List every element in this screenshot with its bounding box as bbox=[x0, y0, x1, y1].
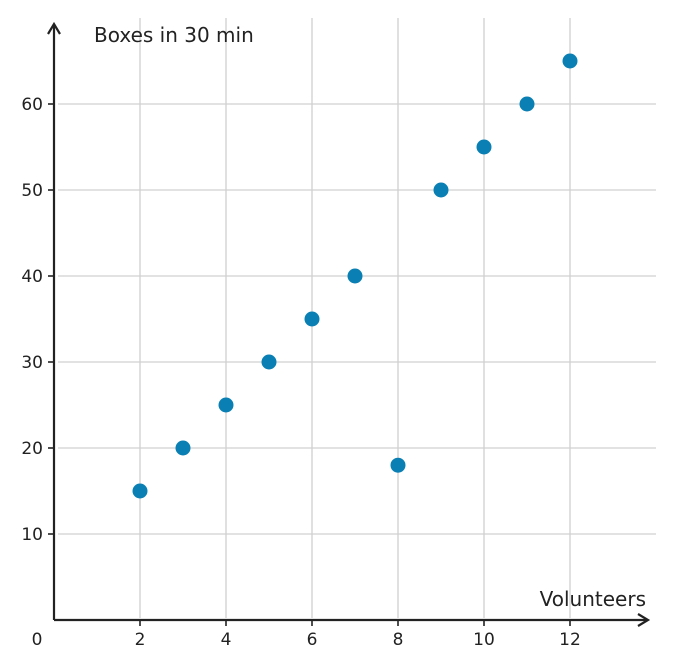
y-axis-arrow bbox=[47, 21, 61, 35]
data-point bbox=[347, 268, 363, 284]
y-tick-label: 10 bbox=[21, 525, 43, 545]
y-tick-label: 30 bbox=[21, 353, 43, 373]
x-tick-label: 8 bbox=[393, 630, 404, 650]
data-point bbox=[433, 182, 449, 198]
y-tick-label: 60 bbox=[21, 95, 43, 115]
data-point bbox=[132, 483, 148, 499]
data-point bbox=[519, 96, 535, 112]
x-axis-title: Volunteers bbox=[540, 587, 646, 611]
x-tick-label: 6 bbox=[307, 630, 318, 650]
data-point bbox=[390, 457, 406, 473]
x-tick-label: 4 bbox=[221, 630, 232, 650]
data-point bbox=[218, 397, 234, 413]
y-tick-label: 20 bbox=[21, 439, 43, 459]
y-axis-title: Boxes in 30 min bbox=[94, 23, 254, 47]
axes bbox=[47, 21, 651, 627]
x-tick-label: 12 bbox=[559, 630, 581, 650]
data-point bbox=[175, 440, 191, 456]
x-axis-arrow bbox=[637, 613, 651, 627]
origin-label: 0 bbox=[32, 630, 43, 650]
ticks bbox=[48, 103, 571, 626]
y-tick-label: 50 bbox=[21, 181, 43, 201]
y-tick-label: 40 bbox=[21, 267, 43, 287]
grid bbox=[58, 18, 656, 618]
tick-labels: 2 4 6 8 10 12 10 20 30 40 50 60 bbox=[21, 95, 580, 650]
data-point bbox=[562, 53, 578, 69]
data-point bbox=[476, 139, 492, 155]
x-tick-label: 10 bbox=[473, 630, 495, 650]
x-tick-label: 2 bbox=[135, 630, 146, 650]
data-points bbox=[132, 53, 578, 499]
data-point bbox=[261, 354, 277, 370]
data-point bbox=[304, 311, 320, 327]
